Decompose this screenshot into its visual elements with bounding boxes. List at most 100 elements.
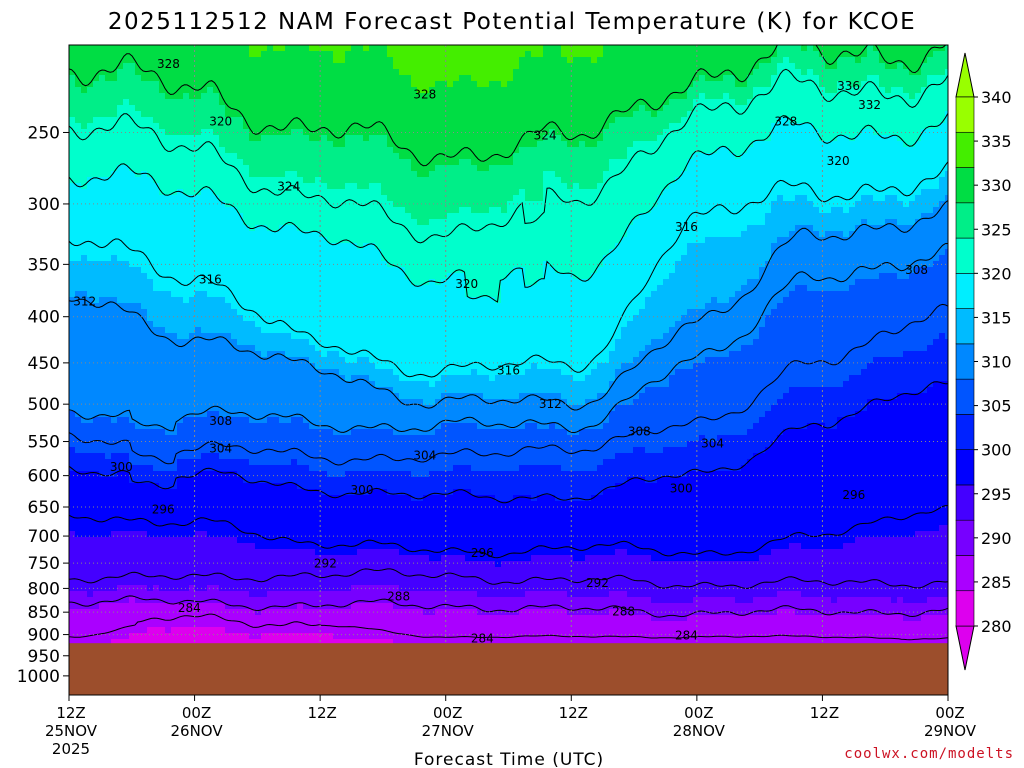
fill-cell	[945, 183, 948, 190]
fill-cell	[405, 63, 412, 70]
fill-cell	[651, 129, 658, 136]
fill-cell	[171, 153, 178, 160]
fill-cell	[717, 225, 724, 232]
fill-cell	[591, 63, 598, 70]
fill-cell	[393, 117, 400, 124]
fill-cell	[219, 225, 226, 232]
fill-cell	[777, 171, 784, 178]
fill-cell	[105, 141, 112, 148]
fill-cell	[201, 81, 208, 88]
fill-cell	[633, 129, 640, 136]
fill-cell	[789, 225, 796, 232]
fill-cell	[243, 135, 250, 142]
fill-cell	[555, 147, 562, 154]
fill-cell	[171, 51, 178, 58]
fill-cell	[171, 69, 178, 76]
fill-cell	[447, 177, 454, 184]
fill-cell	[741, 243, 748, 250]
fill-cell	[351, 57, 358, 64]
fill-cell	[513, 123, 520, 130]
fill-cell	[555, 87, 562, 94]
fill-cell	[945, 87, 948, 94]
fill-cell	[801, 141, 808, 148]
fill-cell	[549, 135, 556, 142]
fill-cell	[345, 57, 352, 64]
fill-cell	[903, 129, 910, 136]
fill-cell	[159, 153, 166, 160]
fill-cell	[897, 81, 904, 88]
fill-cell	[267, 237, 274, 244]
fill-cell	[597, 171, 604, 178]
fill-cell	[201, 201, 208, 208]
fill-cell	[381, 105, 388, 112]
fill-cell	[909, 177, 916, 184]
fill-cell	[129, 135, 136, 142]
fill-cell	[717, 123, 724, 130]
fill-cell	[765, 105, 772, 112]
fill-cell	[723, 51, 730, 58]
fill-cell	[765, 201, 772, 208]
fill-cell	[393, 81, 400, 88]
fill-cell	[921, 231, 928, 238]
fill-cell	[381, 219, 388, 226]
fill-cell	[147, 99, 154, 106]
fill-cell	[633, 57, 640, 64]
fill-cell	[537, 51, 544, 58]
fill-cell	[765, 45, 772, 52]
fill-cell	[537, 75, 544, 82]
fill-cell	[75, 213, 82, 220]
fill-cell	[123, 81, 130, 88]
fill-cell	[243, 195, 250, 202]
fill-cell	[375, 159, 382, 166]
fill-cell	[207, 231, 214, 238]
fill-cell	[555, 189, 562, 196]
fill-cell	[621, 171, 628, 178]
fill-cell	[99, 225, 106, 232]
fill-cell	[93, 87, 100, 94]
fill-cell	[639, 81, 646, 88]
fill-cell	[411, 63, 418, 70]
fill-cell	[183, 183, 190, 190]
fill-cell	[333, 213, 340, 220]
fill-cell	[381, 123, 388, 130]
fill-cell	[657, 105, 664, 112]
fill-cell	[141, 87, 148, 94]
fill-cell	[405, 147, 412, 154]
fill-cell	[801, 123, 808, 130]
fill-cell	[759, 129, 766, 136]
fill-cell	[513, 45, 520, 52]
fill-cell	[669, 123, 676, 130]
fill-cell	[129, 153, 136, 160]
fill-cell	[117, 81, 124, 88]
fill-cell	[477, 177, 484, 184]
fill-cell	[363, 159, 370, 166]
fill-cell	[807, 93, 814, 100]
fill-cell	[591, 123, 598, 130]
fill-cell	[939, 69, 946, 76]
fill-cell	[357, 129, 364, 136]
fill-cell	[927, 57, 934, 64]
fill-cell	[495, 123, 502, 130]
fill-cell	[765, 219, 772, 226]
fill-cell	[231, 225, 238, 232]
fill-cell	[417, 165, 424, 172]
fill-cell	[705, 195, 712, 202]
fill-cell	[813, 147, 820, 154]
fill-cell	[141, 219, 148, 226]
fill-cell	[267, 87, 274, 94]
fill-cell	[675, 195, 682, 202]
fill-cell	[897, 105, 904, 112]
fill-cell	[417, 207, 424, 214]
fill-cell	[99, 141, 106, 148]
fill-cell	[129, 111, 136, 118]
fill-cell	[561, 159, 568, 166]
fill-cell	[219, 51, 226, 58]
fill-cell	[75, 99, 82, 106]
fill-cell	[249, 81, 256, 88]
fill-cell	[609, 201, 616, 208]
fill-cell	[483, 81, 490, 88]
fill-cell	[495, 63, 502, 70]
fill-cell	[243, 129, 250, 136]
fill-cell	[843, 75, 850, 82]
fill-cell	[303, 201, 310, 208]
